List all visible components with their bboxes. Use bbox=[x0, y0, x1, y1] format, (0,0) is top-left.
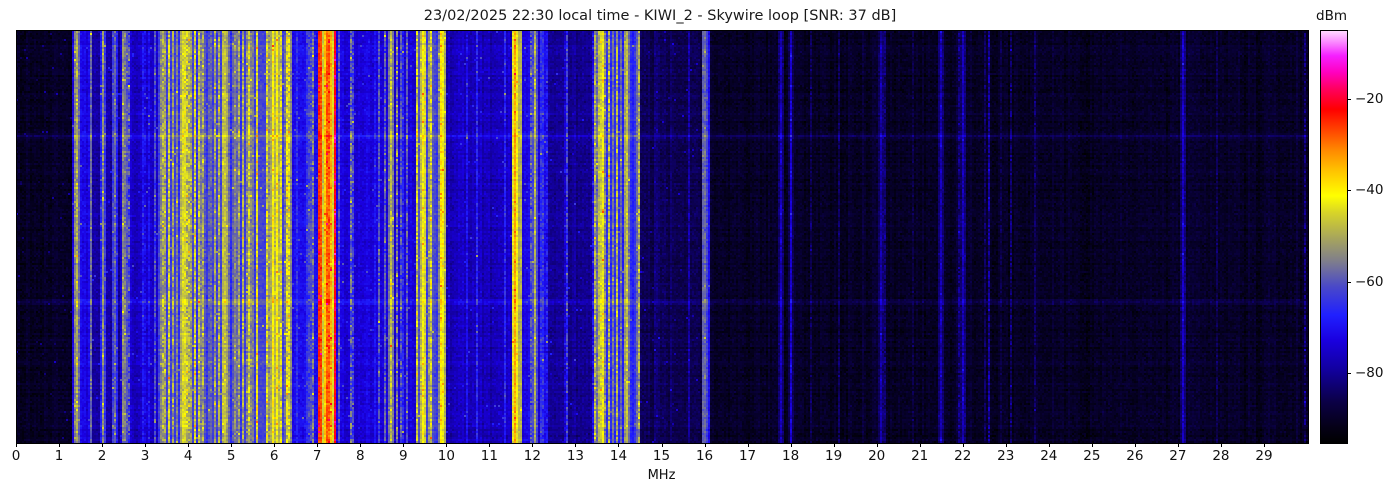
x-tick bbox=[833, 443, 835, 447]
x-tick bbox=[1263, 443, 1265, 447]
x-tick-label: 19 bbox=[825, 448, 843, 464]
x-tick-label: 10 bbox=[437, 448, 455, 464]
x-tick bbox=[102, 443, 104, 447]
x-tick-label: 12 bbox=[523, 448, 541, 464]
x-tick-label: 17 bbox=[738, 448, 757, 464]
spectrogram-image[interactable] bbox=[17, 31, 1308, 443]
x-tick-label: 13 bbox=[566, 448, 585, 464]
x-tick bbox=[962, 443, 964, 447]
colorbar-tick-label: −40 bbox=[1355, 182, 1384, 199]
x-tick-label: 7 bbox=[312, 448, 322, 464]
x-tick bbox=[876, 443, 878, 447]
x-tick bbox=[532, 443, 534, 447]
x-tick-label: 28 bbox=[1212, 448, 1230, 464]
x-tick bbox=[403, 443, 405, 447]
x-tick bbox=[919, 443, 921, 447]
x-tick bbox=[360, 443, 362, 447]
x-tick-label: 16 bbox=[695, 448, 714, 464]
x-tick bbox=[704, 443, 706, 447]
x-tick-label: 4 bbox=[183, 448, 193, 464]
x-axis-tick-marks bbox=[16, 443, 1307, 449]
colorbar-unit-label: dBm bbox=[1316, 8, 1347, 24]
x-tick-label: 3 bbox=[140, 448, 150, 464]
x-tick-label: 8 bbox=[355, 448, 365, 464]
x-tick bbox=[274, 443, 276, 447]
x-tick bbox=[1177, 443, 1179, 447]
x-tick bbox=[16, 443, 17, 447]
x-tick-label: 1 bbox=[54, 448, 64, 464]
x-tick bbox=[317, 443, 319, 447]
colorbar-tick bbox=[1347, 190, 1351, 192]
x-tick-label: 27 bbox=[1169, 448, 1187, 464]
x-tick-label: 5 bbox=[226, 448, 236, 464]
x-tick-label: 23 bbox=[997, 448, 1015, 464]
page-title: 23/02/2025 22:30 local time - KIWI_2 - S… bbox=[423, 8, 897, 24]
x-tick bbox=[231, 443, 233, 447]
x-tick-label: 20 bbox=[868, 448, 886, 464]
x-tick-label: 21 bbox=[911, 448, 929, 464]
x-tick-label: 24 bbox=[1040, 448, 1058, 464]
colorbar-tick-label: −20 bbox=[1355, 90, 1384, 107]
x-tick bbox=[1005, 443, 1007, 447]
colorbar-gradient bbox=[1320, 30, 1348, 444]
x-tick bbox=[575, 443, 577, 447]
x-tick bbox=[1048, 443, 1050, 447]
x-tick bbox=[618, 443, 620, 447]
x-axis-tick-labels: 0 1 2 3 4 5 6 7 8 9 10 11 12 13 14 15 16 17 18 19 20 21 22 23 24… bbox=[0, 448, 1400, 468]
x-tick bbox=[1220, 443, 1222, 447]
x-tick bbox=[1091, 443, 1093, 447]
x-tick bbox=[661, 443, 663, 447]
colorbar-tick-label: −60 bbox=[1355, 273, 1384, 290]
x-tick-label: 6 bbox=[269, 448, 279, 464]
x-tick bbox=[59, 443, 61, 447]
colorbar-tick bbox=[1347, 98, 1351, 100]
x-axis-title: MHz bbox=[647, 468, 676, 483]
spectrogram-plot-area[interactable] bbox=[16, 30, 1309, 444]
x-tick-label: 22 bbox=[954, 448, 972, 464]
x-tick bbox=[1134, 443, 1136, 447]
x-tick-label: 15 bbox=[652, 448, 671, 464]
x-tick bbox=[446, 443, 448, 447]
colorbar-tick-labels: −20 −40 −60 −80 bbox=[1347, 30, 1400, 442]
x-tick bbox=[145, 443, 147, 447]
colorbar-tick-label: −80 bbox=[1355, 365, 1384, 382]
colorbar-tick bbox=[1347, 281, 1351, 283]
x-tick bbox=[188, 443, 190, 447]
x-tick-label: 25 bbox=[1083, 448, 1101, 464]
x-tick-label: 11 bbox=[480, 448, 498, 464]
x-tick-label: 26 bbox=[1126, 448, 1144, 464]
x-tick bbox=[790, 443, 792, 447]
colorbar-tick bbox=[1347, 373, 1351, 375]
x-tick bbox=[489, 443, 491, 447]
x-tick-label: 29 bbox=[1255, 448, 1273, 464]
x-tick-label: 9 bbox=[399, 448, 408, 464]
x-tick-label: 2 bbox=[97, 448, 107, 464]
x-tick-label: 0 bbox=[11, 448, 21, 464]
x-tick-label: 18 bbox=[782, 448, 800, 464]
x-tick bbox=[747, 443, 749, 447]
x-tick-label: 14 bbox=[609, 448, 628, 464]
